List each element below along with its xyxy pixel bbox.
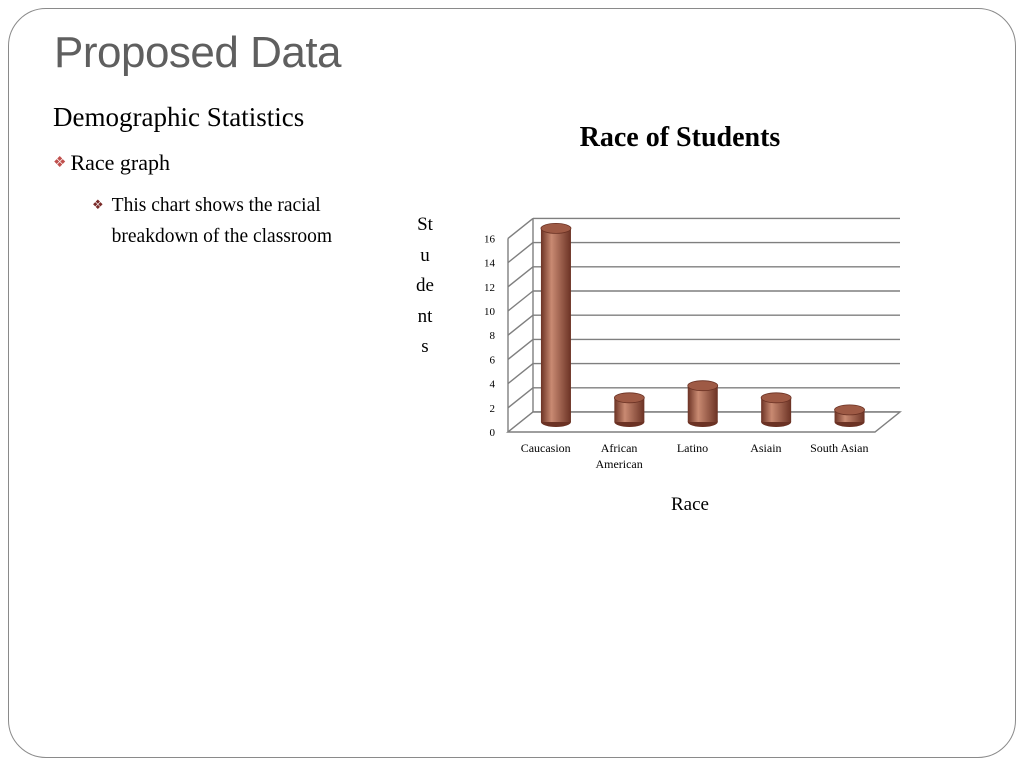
bullet-level2: ❖ This chart shows the racial breakdown … — [92, 190, 352, 252]
x-tick-label: Latino — [677, 441, 708, 455]
bar-top — [540, 222, 572, 234]
diamond-bullet-icon: ❖ — [92, 197, 104, 212]
subheading: Demographic Statistics — [53, 102, 305, 132]
gridline-left — [507, 314, 534, 336]
x-tick-label: African — [601, 441, 638, 455]
bar-body — [687, 385, 718, 422]
y-tick-label: 2 — [490, 403, 496, 415]
gridline-left — [507, 387, 534, 409]
bar — [613, 392, 645, 427]
bar — [834, 404, 865, 427]
y-tick-label: 6 — [490, 354, 496, 366]
bar-top — [687, 380, 719, 392]
y-tick-label: 4 — [490, 379, 496, 391]
bar-body — [540, 228, 571, 422]
bar — [540, 222, 572, 427]
y-tick-label: 10 — [484, 306, 496, 318]
gridline-left — [507, 217, 534, 239]
y-tick-labels: 0 2 4 6 8 10 12 14 16 — [484, 233, 496, 439]
y-tick-label: 0 — [490, 427, 496, 439]
gridline-left — [507, 290, 534, 312]
chart-title: Race of Students — [579, 122, 781, 153]
bullet-level1: ❖ Race graph — [53, 150, 170, 176]
bullet-level1-text: Race graph — [70, 150, 171, 175]
x-tick-label: American — [595, 457, 642, 471]
x-tick-label: South Asian — [810, 441, 868, 455]
bar-top — [834, 404, 865, 416]
bars-layer — [540, 222, 865, 427]
y-tick-label: 12 — [484, 282, 495, 294]
bar-top — [613, 392, 645, 404]
diamond-bullet-icon: ❖ — [53, 154, 67, 171]
x-tick-label: Caucasion — [521, 441, 571, 455]
gridline-left — [507, 363, 534, 385]
bar-top — [760, 392, 792, 404]
gridline-left — [507, 266, 534, 288]
gridline-left — [507, 338, 534, 360]
slide-title: Proposed Data — [54, 28, 342, 77]
bar — [760, 392, 792, 427]
x-tick-labels: Caucasion African American Latino Asiain Sout… — [521, 441, 869, 471]
x-tick-label: Asiain — [750, 441, 781, 455]
y-tick-label: 16 — [484, 233, 496, 245]
slide-frame — [8, 8, 1016, 758]
bar — [687, 380, 719, 427]
y-tick-label: 8 — [490, 330, 496, 342]
gridline-left — [507, 242, 534, 264]
x-axis-label: Race — [671, 494, 709, 515]
bullet-level2-text: This chart shows the racial breakdown of… — [111, 195, 333, 247]
y-axis-label: Students — [416, 214, 434, 357]
y-tick-label: 14 — [484, 258, 496, 270]
